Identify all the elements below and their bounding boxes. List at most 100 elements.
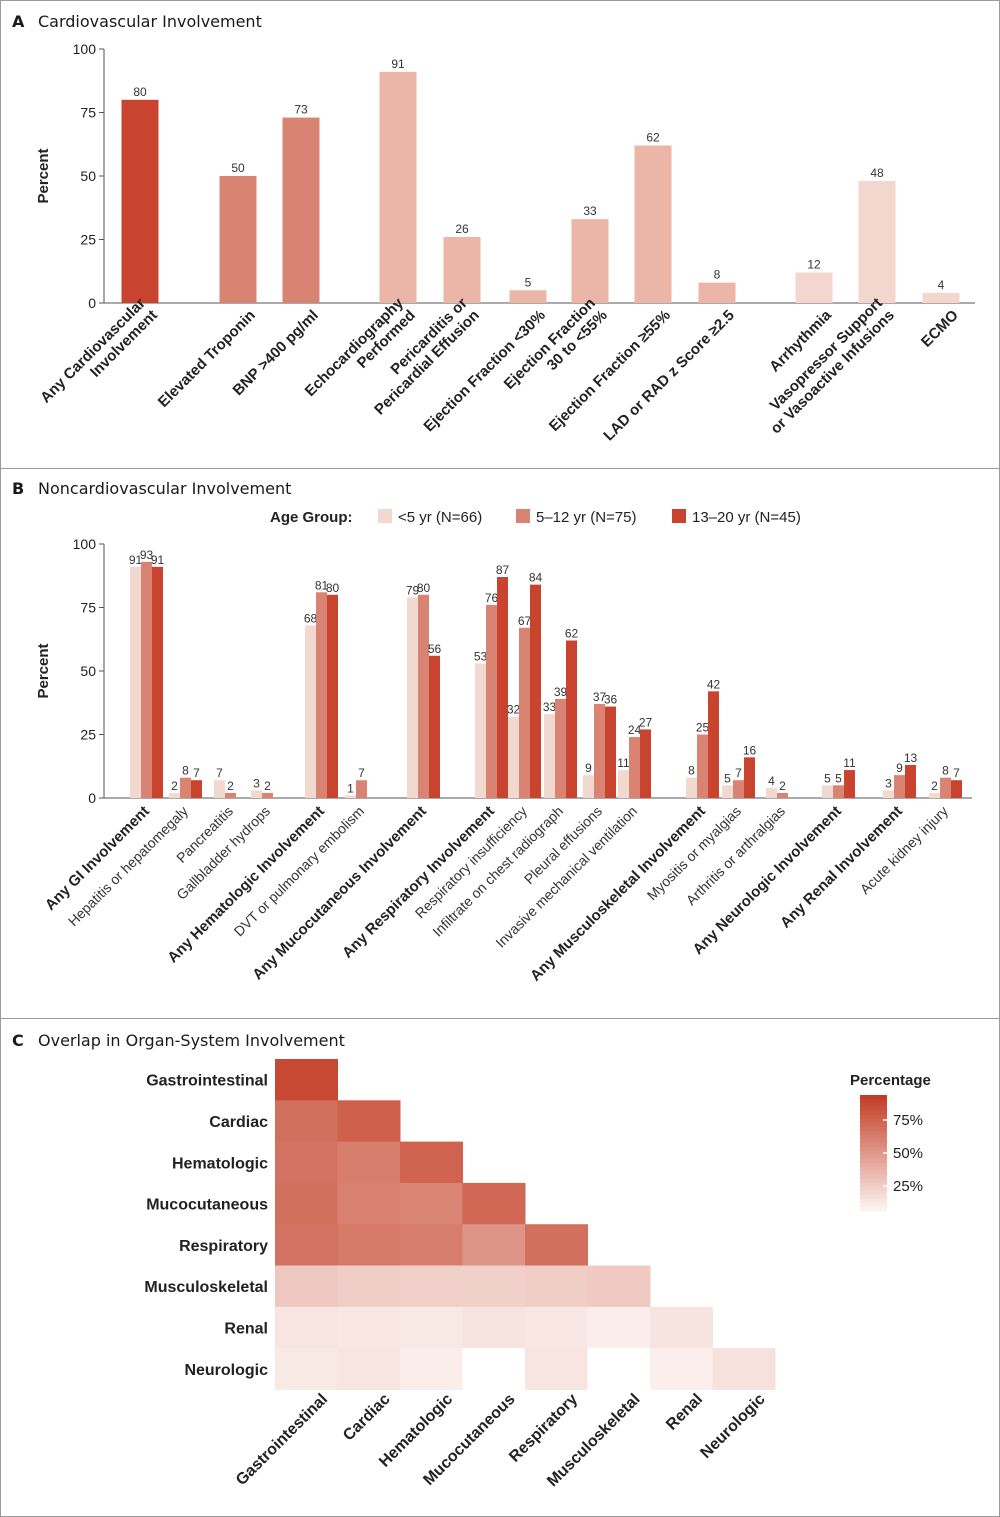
bar-any-mucocutaneous-involvement-s2 <box>418 594 429 798</box>
legend-gradient-step <box>860 1179 887 1184</box>
bar-value-label: 9 <box>896 761 903 775</box>
y-tick-label: 75 <box>80 105 96 121</box>
panel-a-chart: 0 25 50 75 100 Percent 80 Any CardiovascularInv… <box>35 41 975 444</box>
legend-gradient-step <box>860 1191 887 1196</box>
bar-value-label: 7 <box>358 766 365 780</box>
legend-gradient-step <box>860 1103 887 1108</box>
legend-gradient-step <box>860 1147 887 1152</box>
heatmap-legend-title: Percentage <box>850 1072 931 1089</box>
cell-neurologic-hematologic <box>400 1348 463 1390</box>
bar-vasopressor-support-or-vasoactive-infusions <box>858 181 896 303</box>
cell-neurologic-musculoskeletal <box>587 1348 651 1390</box>
cell-renal-gastrointestinal <box>275 1306 338 1349</box>
bar-ejection-fraction-30 <box>509 290 547 303</box>
bar-value-label: 7 <box>216 766 223 780</box>
bar-elevated-troponin <box>219 176 257 303</box>
category-label-any-respiratory-involvement: Any Respiratory Involvement <box>339 803 498 962</box>
bar-value-label: 8 <box>688 764 695 778</box>
bar-value-label: 24 <box>628 723 642 737</box>
bar-value-label: 42 <box>707 677 721 691</box>
bar-value-label: 2 <box>264 779 271 793</box>
bar-value-label: 79 <box>406 583 420 597</box>
bar-any-hematologic-involvement-s1 <box>305 625 316 798</box>
bar-value-label: 2 <box>779 779 786 793</box>
bar-value-label: 84 <box>529 571 543 585</box>
bar-value-label: 33 <box>583 204 597 218</box>
bar-value-label: 5 <box>824 771 831 785</box>
bar-value-label: 39 <box>554 685 568 699</box>
bar-arrhythmia <box>795 272 833 303</box>
bar-acute-kidney-injury-s3 <box>951 780 962 798</box>
bar-value-label: 4 <box>768 774 775 788</box>
legend-swatch-3 <box>672 509 686 523</box>
column-label-cardiac: Cardiac <box>340 1391 394 1445</box>
bar-value-label: 76 <box>485 591 499 605</box>
legend-label-2: 5–12 yr (N=75) <box>536 509 636 526</box>
legend-gradient-step <box>860 1127 887 1132</box>
cell-respiratory-cardiac <box>337 1224 401 1266</box>
panel-c-letter: C <box>12 1031 24 1050</box>
y-tick-label: 0 <box>88 295 96 311</box>
cell-musculoskeletal-cardiac <box>337 1265 401 1308</box>
bar-myositis-or-myalgias-s2 <box>733 780 744 798</box>
row-label-renal: Renal <box>224 1320 268 1337</box>
bar-any-renal-involvement-s1 <box>883 790 894 798</box>
bar-value-label: 7 <box>735 766 742 780</box>
bar-any-neurologic-involvement-s1 <box>822 785 833 798</box>
cell-renal-mucocutaneous <box>462 1306 526 1349</box>
cell-renal-respiratory <box>525 1306 588 1349</box>
legend-gradient-step <box>860 1203 887 1208</box>
bar-acute-kidney-injury-s2 <box>940 777 951 798</box>
cell-neurologic-cardiac <box>337 1348 401 1390</box>
bar-value-label: 3 <box>885 776 892 790</box>
bar-value-label: 68 <box>304 611 318 625</box>
bar-invasive-mechanical-ventilation-s1 <box>618 770 629 798</box>
category-label-acute-kidney-injury: Acute kidney injury <box>857 803 951 897</box>
y-tick-label: 100 <box>73 536 97 552</box>
bar-value-label: 25 <box>696 721 710 735</box>
legend-gradient-step <box>860 1151 887 1156</box>
bar-value-label: 2 <box>171 779 178 793</box>
cell-respiratory-hematologic <box>400 1224 463 1266</box>
cell-neurologic-renal <box>650 1348 713 1390</box>
bar-value-label: 5 <box>525 275 532 289</box>
bar-value-label: 67 <box>518 614 532 628</box>
bar-myositis-or-myalgias-s1 <box>722 785 733 798</box>
bar-any-neurologic-involvement-s2 <box>833 785 844 798</box>
bar-value-label: 62 <box>646 131 660 145</box>
cell-musculoskeletal-musculoskeletal <box>587 1265 651 1308</box>
bar-value-label: 7 <box>953 766 960 780</box>
bar-value-label: 12 <box>807 258 821 272</box>
cell-renal-musculoskeletal <box>587 1306 651 1349</box>
bar-value-label: 5 <box>724 771 731 785</box>
bar-value-label: 91 <box>391 57 405 71</box>
bar-lad-or-rad-z-score-2-5 <box>698 282 736 303</box>
bar-any-mucocutaneous-involvement-s1 <box>407 597 418 798</box>
bar-myositis-or-myalgias-s3 <box>744 757 755 798</box>
legend-swatch-2 <box>516 509 530 523</box>
bar-invasive-mechanical-ventilation-s3 <box>640 729 651 798</box>
row-label-musculoskeletal: Musculoskeletal <box>144 1279 268 1296</box>
bar-arthritis-or-arthralgias-s1 <box>766 787 777 798</box>
bar-any-gi-involvement-s3 <box>152 566 163 798</box>
bar-value-label: 50 <box>231 161 245 175</box>
bar-pericarditis-or-pericardial-effusion <box>443 236 481 303</box>
y-tick-label: 25 <box>80 232 96 248</box>
cell-neurologic-mucocutaneous <box>462 1348 526 1390</box>
cell-musculoskeletal-hematologic <box>400 1265 463 1308</box>
legend-gradient-step <box>860 1135 887 1140</box>
bar-value-label: 33 <box>543 700 557 714</box>
category-label: LAD or RAD z Score ≥2.5 <box>600 307 737 444</box>
bar-hepatitis-or-hepatomegaly-s3 <box>191 780 202 798</box>
legend-gradient-step <box>860 1171 887 1176</box>
y-tick-label: 25 <box>80 727 96 743</box>
y-tick-label: 75 <box>80 600 96 616</box>
bar-value-label: 16 <box>743 743 757 757</box>
y-axis-title: Percent <box>35 148 52 203</box>
panel-separator <box>0 1018 1000 1019</box>
bar-pleural-effusions-s3 <box>605 706 616 798</box>
legend-gradient-step <box>860 1195 887 1200</box>
bar-value-label: 8 <box>182 764 189 778</box>
bar-value-label: 80 <box>133 85 147 99</box>
legend-gradient-step <box>860 1183 887 1188</box>
